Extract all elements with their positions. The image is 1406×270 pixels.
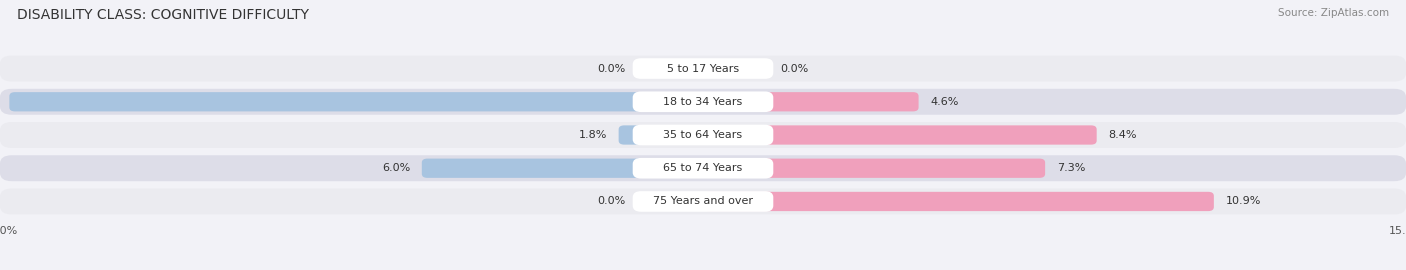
FancyBboxPatch shape <box>619 125 703 145</box>
Text: 35 to 64 Years: 35 to 64 Years <box>664 130 742 140</box>
Text: 8.4%: 8.4% <box>1108 130 1137 140</box>
Text: 6.0%: 6.0% <box>382 163 411 173</box>
Text: 18 to 34 Years: 18 to 34 Years <box>664 97 742 107</box>
Text: 1.8%: 1.8% <box>578 130 607 140</box>
FancyBboxPatch shape <box>0 89 1406 115</box>
Text: 0.0%: 0.0% <box>598 63 626 73</box>
FancyBboxPatch shape <box>0 56 1406 82</box>
FancyBboxPatch shape <box>0 188 1406 214</box>
FancyBboxPatch shape <box>422 158 703 178</box>
FancyBboxPatch shape <box>633 158 773 178</box>
Text: 5 to 17 Years: 5 to 17 Years <box>666 63 740 73</box>
Text: 7.3%: 7.3% <box>1057 163 1085 173</box>
Text: 65 to 74 Years: 65 to 74 Years <box>664 163 742 173</box>
Text: 75 Years and over: 75 Years and over <box>652 197 754 207</box>
Text: 10.9%: 10.9% <box>1226 197 1261 207</box>
FancyBboxPatch shape <box>633 58 773 79</box>
Text: 0.0%: 0.0% <box>598 197 626 207</box>
FancyBboxPatch shape <box>633 125 773 145</box>
FancyBboxPatch shape <box>703 125 1097 145</box>
FancyBboxPatch shape <box>0 155 1406 181</box>
Text: 0.0%: 0.0% <box>780 63 808 73</box>
Text: 4.6%: 4.6% <box>931 97 959 107</box>
FancyBboxPatch shape <box>10 92 703 112</box>
FancyBboxPatch shape <box>633 191 773 212</box>
Text: Source: ZipAtlas.com: Source: ZipAtlas.com <box>1278 8 1389 18</box>
FancyBboxPatch shape <box>0 122 1406 148</box>
FancyBboxPatch shape <box>703 92 918 112</box>
FancyBboxPatch shape <box>703 158 1045 178</box>
FancyBboxPatch shape <box>633 92 773 112</box>
Text: DISABILITY CLASS: COGNITIVE DIFFICULTY: DISABILITY CLASS: COGNITIVE DIFFICULTY <box>17 8 309 22</box>
FancyBboxPatch shape <box>703 192 1213 211</box>
